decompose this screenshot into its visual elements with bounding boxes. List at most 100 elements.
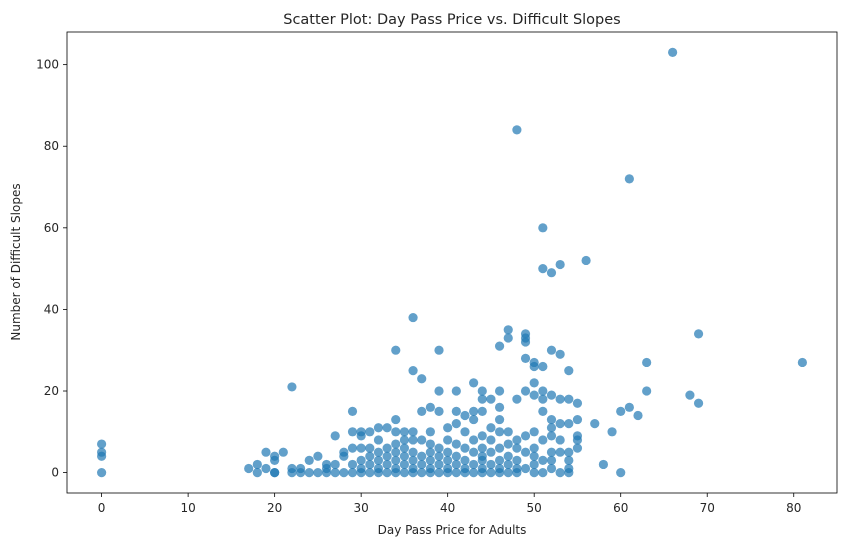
data-point — [555, 447, 565, 457]
data-point — [391, 414, 401, 425]
data-point — [538, 394, 548, 404]
data-point — [270, 451, 280, 461]
data-point — [555, 259, 565, 270]
data-point — [503, 325, 513, 335]
data-point — [460, 427, 470, 437]
data-point — [97, 447, 107, 457]
data-point — [633, 410, 643, 421]
data-point — [391, 427, 401, 437]
data-point — [365, 451, 375, 461]
data-point — [477, 463, 487, 474]
data-point — [244, 463, 254, 474]
data-point — [347, 427, 358, 437]
data-point — [365, 459, 375, 470]
data-point — [347, 406, 358, 417]
x-axis-ticks: 0 10 20 30 40 50 60 70 80 — [98, 493, 801, 515]
data-point — [417, 374, 427, 384]
data-point — [382, 468, 392, 478]
data-point — [97, 468, 107, 478]
x-tick-label: 30 — [354, 501, 369, 515]
data-point — [304, 455, 314, 465]
data-point — [564, 394, 574, 404]
data-point — [469, 378, 479, 388]
data-point — [434, 386, 444, 396]
data-point — [408, 427, 418, 437]
data-point — [261, 463, 271, 474]
x-tick-label: 60 — [613, 501, 628, 515]
y-tick-label: 60 — [44, 221, 59, 235]
data-point — [486, 468, 496, 478]
data-point — [408, 366, 418, 376]
data-point — [451, 468, 461, 478]
data-point — [434, 406, 444, 417]
data-point — [477, 451, 487, 461]
data-point — [494, 402, 505, 412]
data-point — [693, 329, 704, 339]
data-point — [477, 394, 487, 404]
x-tick-label: 40 — [440, 501, 455, 515]
data-point — [313, 468, 323, 478]
data-point — [624, 402, 634, 412]
data-point — [434, 468, 444, 478]
data-point — [538, 406, 548, 417]
data-point — [538, 468, 548, 478]
data-point — [425, 402, 435, 412]
data-point — [529, 390, 539, 400]
data-point — [434, 443, 444, 453]
data-point — [330, 459, 340, 470]
data-point — [296, 463, 306, 474]
data-point — [564, 463, 574, 474]
data-point — [503, 468, 513, 478]
data-point — [555, 394, 565, 404]
data-point — [538, 386, 548, 396]
data-point — [503, 451, 513, 461]
data-point — [408, 312, 418, 323]
data-point — [425, 427, 435, 437]
data-point — [261, 447, 271, 457]
data-point — [443, 423, 453, 433]
data-point — [572, 431, 583, 441]
data-point — [330, 468, 340, 478]
data-point — [581, 255, 591, 266]
data-point — [546, 345, 557, 355]
data-point — [356, 463, 366, 474]
data-point — [607, 427, 617, 437]
data-point — [564, 455, 574, 465]
data-point — [494, 427, 505, 437]
y-axis-ticks: 0 20 40 60 80 100 — [36, 58, 67, 480]
data-point — [520, 329, 531, 339]
data-point — [486, 423, 496, 433]
data-point — [391, 439, 401, 449]
data-point — [486, 394, 496, 404]
data-point — [564, 447, 574, 457]
data-point — [494, 386, 505, 396]
data-point — [391, 463, 401, 474]
data-point — [512, 443, 522, 453]
data-point — [616, 468, 626, 478]
data-point — [590, 419, 600, 429]
x-tick-label: 70 — [700, 501, 715, 515]
data-point — [477, 386, 487, 396]
data-point — [417, 468, 427, 478]
data-point — [443, 447, 453, 457]
data-point — [443, 435, 453, 445]
data-point — [572, 414, 583, 425]
data-point — [693, 398, 704, 408]
data-point — [330, 431, 340, 441]
data-point — [494, 443, 505, 453]
data-point — [564, 366, 574, 376]
data-point — [451, 439, 461, 449]
data-point — [486, 447, 496, 457]
data-point — [408, 447, 418, 457]
y-axis-label: Number of Difficult Slopes — [9, 183, 23, 340]
data-point — [555, 435, 565, 445]
data-point — [503, 333, 513, 343]
data-point — [529, 357, 539, 368]
data-point — [469, 447, 479, 457]
data-point — [477, 431, 487, 441]
data-point — [546, 268, 557, 278]
data-point — [425, 447, 435, 457]
data-point — [494, 341, 505, 351]
y-tick-label: 0 — [51, 466, 59, 480]
data-point — [451, 406, 461, 417]
